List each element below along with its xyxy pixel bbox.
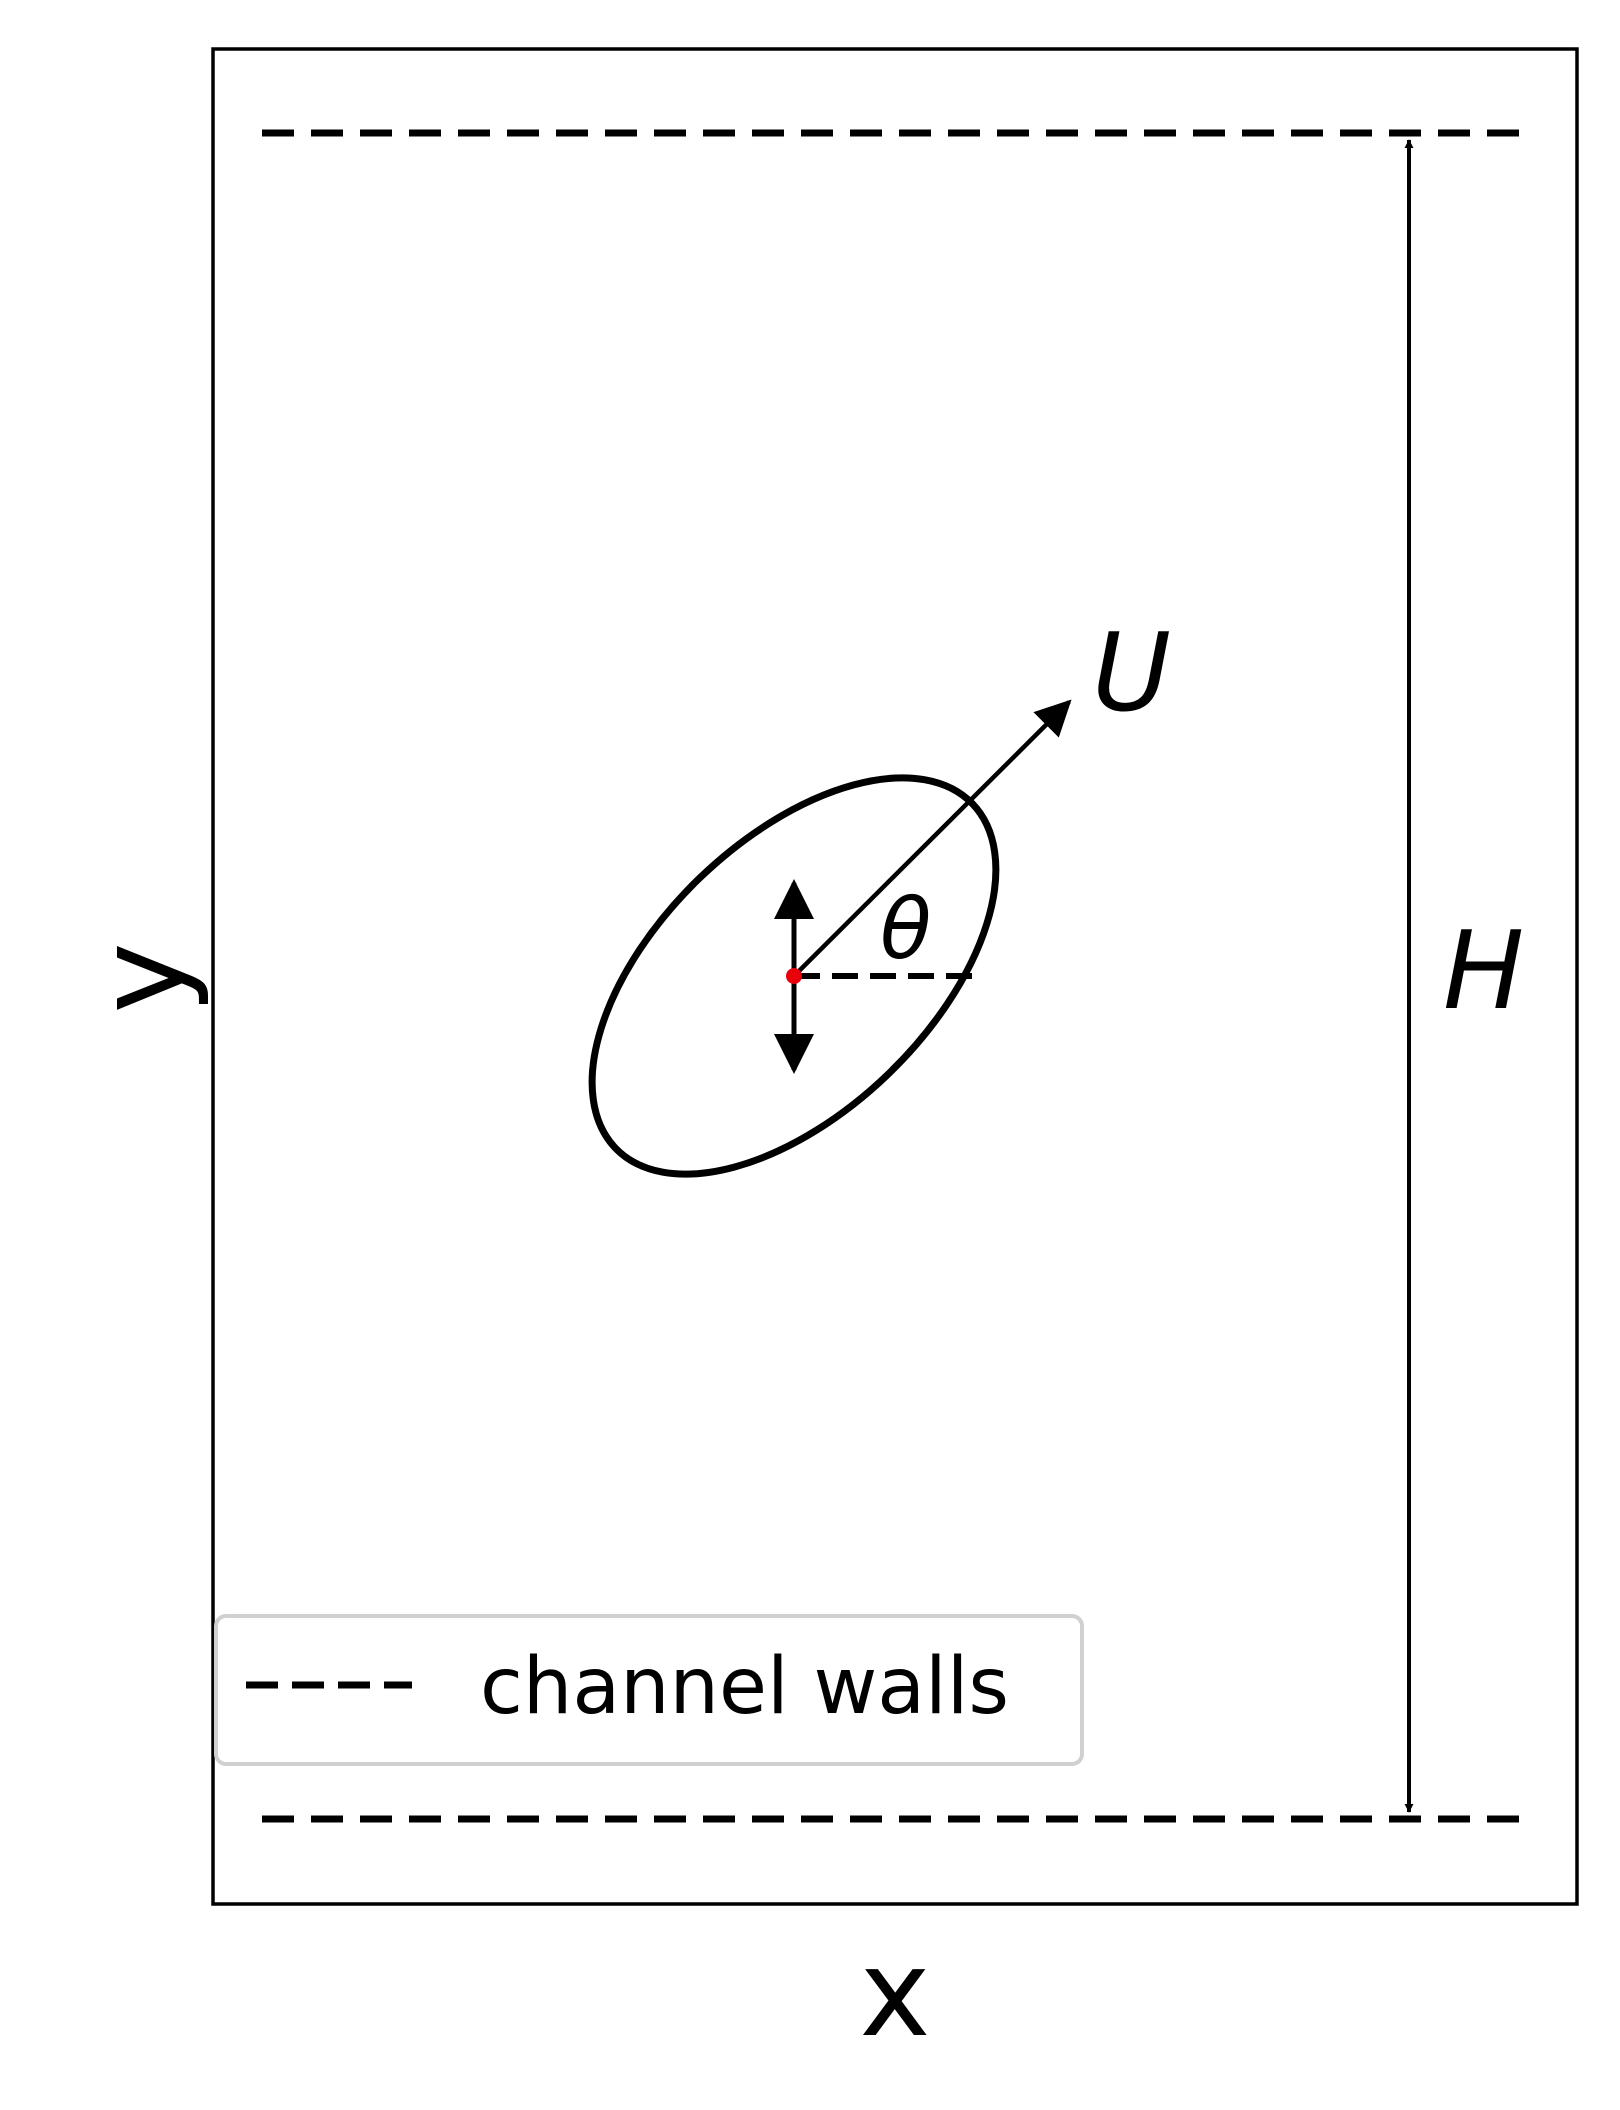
velocity-arrow: [792, 699, 1072, 978]
plot-frame: [211, 47, 1579, 1906]
angle-label: θ: [880, 880, 931, 978]
y-axis-label: y: [73, 942, 212, 1013]
legend-box: [214, 1614, 1084, 1766]
height-label: H: [1443, 909, 1524, 1034]
center-point: [786, 968, 802, 984]
x-axis-label: x: [859, 1925, 930, 2064]
legend-label: channel walls: [480, 1642, 1009, 1732]
velocity-label: U: [1092, 611, 1171, 736]
legend: channel walls: [214, 1614, 1084, 1766]
ellipse-particle: [588, 774, 1000, 1178]
